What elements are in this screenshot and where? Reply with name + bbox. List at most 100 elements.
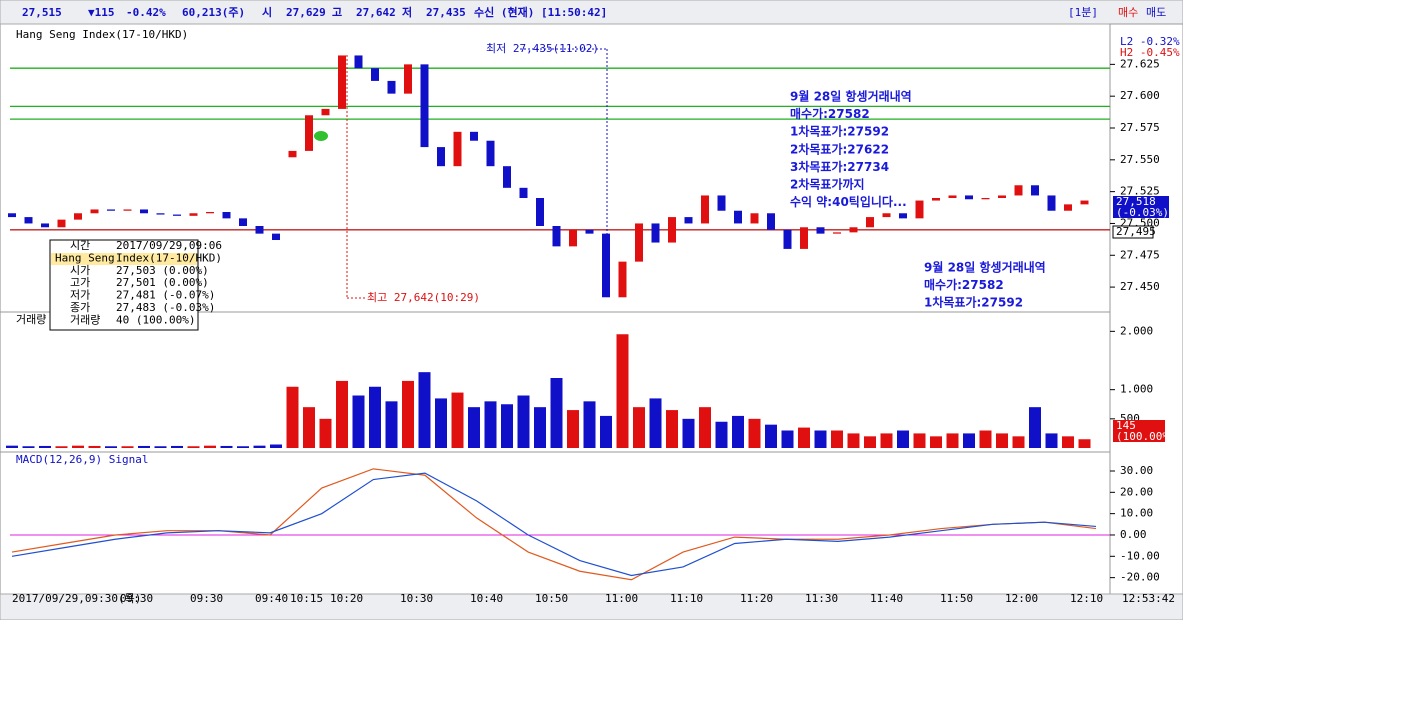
volume-bar xyxy=(352,395,365,448)
tooltip-text: 40 (100.00%) xyxy=(116,313,195,326)
ref-label: 27,495 xyxy=(1116,225,1156,238)
volume-bar xyxy=(847,433,860,448)
volume-bar xyxy=(369,386,381,448)
ref-box xyxy=(1112,225,1154,239)
candle xyxy=(189,213,198,216)
tooltip-text: 고가 xyxy=(70,276,90,289)
legend: 거래량 xyxy=(16,313,46,326)
volume-bar xyxy=(1078,439,1091,448)
candle xyxy=(1047,195,1056,211)
candle xyxy=(437,147,445,167)
candle xyxy=(684,217,693,224)
y-tick-label: 10.00 xyxy=(1120,507,1153,520)
legend: MACD(12,26,9) Signal xyxy=(16,453,148,466)
candle xyxy=(1064,204,1072,211)
toolbar-button[interactable]: 매도 xyxy=(1146,6,1166,19)
y-tick-label: 2.000 xyxy=(1120,324,1153,337)
annotation: 2차목표가:27622 xyxy=(790,141,889,156)
toolbar-button[interactable]: 매수 xyxy=(1118,6,1138,19)
toolbar-item: 27,515 xyxy=(22,6,62,19)
volume-bar xyxy=(451,392,464,448)
candle xyxy=(602,233,610,298)
volume-bar xyxy=(715,421,728,448)
last-box xyxy=(1113,420,1165,442)
volume-bar xyxy=(1062,436,1074,448)
last-label: (-0.03%) xyxy=(1116,206,1169,219)
tooltip-highlight xyxy=(51,253,197,265)
candle xyxy=(651,223,660,243)
candle xyxy=(1031,185,1039,196)
tooltip-text: 27,503 (0.00%) xyxy=(116,264,209,277)
volume-bar xyxy=(121,446,134,448)
candle xyxy=(123,209,132,211)
candle xyxy=(24,217,33,224)
annotation: 1차목표가:27592 xyxy=(924,295,1023,310)
x-tick-label: 11:20 xyxy=(740,592,773,605)
toolbar-item: 27,435 xyxy=(426,6,466,19)
corner-label: L2 -0.32% xyxy=(1120,35,1180,48)
volume-bar xyxy=(88,445,101,448)
note-high: 최고 27,642(10:29) xyxy=(367,291,480,304)
volume-bar xyxy=(336,380,348,448)
candle xyxy=(420,64,429,148)
y-tick-label: 27.450 xyxy=(1120,280,1160,293)
volume-bar xyxy=(666,410,678,448)
volume-bar xyxy=(484,401,497,448)
x-tick-label: 11:40 xyxy=(870,592,903,605)
last-label: 145 xyxy=(1116,419,1136,432)
annotation: 수익 약:40틱입니다... xyxy=(790,194,907,209)
y-tick-label: 30.00 xyxy=(1120,464,1153,477)
candle xyxy=(338,55,346,109)
candle xyxy=(173,214,181,216)
volume-bar xyxy=(798,427,810,448)
note-low: 최저 27,435(11:02) xyxy=(486,42,599,55)
candle xyxy=(305,115,313,151)
volume-bar xyxy=(138,445,150,448)
tooltip-text: 시가 xyxy=(70,264,90,277)
candle xyxy=(882,213,891,218)
y-tick-label: 27.600 xyxy=(1120,89,1160,102)
volume-bar xyxy=(913,433,926,448)
volume-bar xyxy=(6,445,18,448)
volume-bar xyxy=(55,446,68,448)
candle xyxy=(998,195,1006,198)
candle xyxy=(734,210,742,224)
candle xyxy=(239,218,247,226)
y-tick-label: 27.475 xyxy=(1120,248,1160,261)
candle xyxy=(107,209,115,211)
volume-bar xyxy=(253,445,266,448)
candle xyxy=(750,213,759,224)
volume-bar xyxy=(616,334,629,448)
candle xyxy=(800,227,808,249)
candle xyxy=(90,209,99,214)
tooltip-text: 저가 xyxy=(70,289,90,302)
chart-window: 27,515 ▼115 -0.42% 60,213(주) 시 27,629 고 27,642 저… xyxy=(0,0,1183,620)
volume-bar xyxy=(567,410,579,448)
candle xyxy=(816,227,825,234)
volume-bar xyxy=(105,446,117,448)
volume-bar xyxy=(781,430,794,448)
candle xyxy=(618,261,627,298)
candle xyxy=(635,223,643,262)
candle xyxy=(948,195,957,198)
y-tick-label: 0.00 xyxy=(1120,528,1147,541)
x-tick-label: 09:40 xyxy=(255,592,288,605)
toolbar-item: -0.42% xyxy=(126,6,166,19)
tooltip-text: Index(17-10/HKD) xyxy=(116,251,222,264)
volume-bar xyxy=(979,430,992,448)
toolbar-button: [1분] xyxy=(1068,6,1098,19)
toolbar-item: 27,642 xyxy=(356,6,396,19)
volume-bar xyxy=(1012,436,1025,448)
x-tick-label: 12:10 xyxy=(1070,592,1103,605)
volume-bar xyxy=(385,401,398,448)
x-tick-label: 10:50 xyxy=(535,592,568,605)
candle xyxy=(717,195,726,211)
volume-bar xyxy=(1029,407,1041,448)
annotation: 매수가:27582 xyxy=(924,277,1004,292)
candle xyxy=(288,150,297,158)
volume-bar xyxy=(435,398,447,448)
toolbar-item: ▼115 xyxy=(88,6,115,19)
x-tick-label: 11:00 xyxy=(605,592,638,605)
volume-bar xyxy=(897,430,909,448)
toolbar-item: 수신 (현재) [11:50:42] xyxy=(474,5,607,19)
